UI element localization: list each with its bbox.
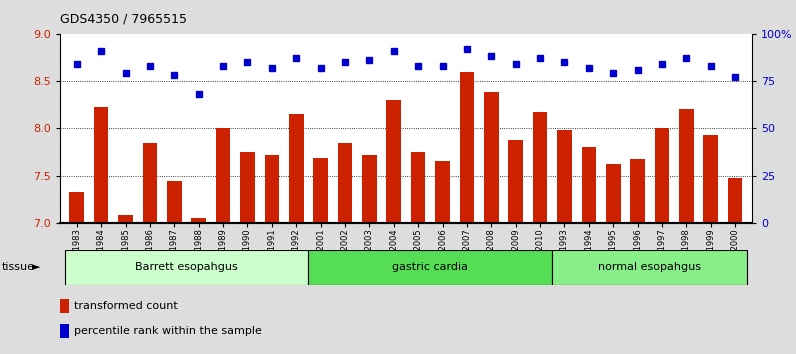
Bar (289, 114, 303, 223)
Bar (679, 109, 693, 223)
Bar (533, 112, 548, 223)
Bar (94, 108, 108, 223)
Bar (314, 158, 328, 223)
Bar (338, 143, 353, 223)
Bar (142, 143, 158, 223)
Bar (728, 178, 743, 223)
Bar (552, 250, 747, 285)
Bar (509, 140, 523, 223)
Bar (459, 72, 474, 223)
Bar (167, 181, 181, 223)
Text: gastric cardia: gastric cardia (392, 262, 468, 272)
Bar (362, 155, 377, 223)
Bar (704, 135, 718, 223)
Text: transformed count: transformed count (74, 301, 178, 311)
Text: Barrett esopahgus: Barrett esopahgus (135, 262, 238, 272)
Bar (484, 92, 498, 223)
Bar (654, 128, 669, 223)
Bar (630, 159, 645, 223)
Bar (435, 161, 450, 223)
Bar (557, 130, 572, 223)
Bar (308, 250, 552, 285)
Text: GDS4350 / 7965515: GDS4350 / 7965515 (60, 12, 187, 25)
Bar (264, 155, 279, 223)
Text: normal esopahgus: normal esopahgus (599, 262, 701, 272)
Bar (191, 218, 206, 223)
Bar (606, 164, 621, 223)
Bar (240, 152, 255, 223)
Bar (582, 147, 596, 223)
Text: percentile rank within the sample: percentile rank within the sample (74, 326, 262, 336)
Bar (119, 216, 133, 223)
Bar (411, 152, 426, 223)
Bar (64, 250, 308, 285)
Bar (386, 100, 401, 223)
Bar (69, 192, 84, 223)
Text: tissue: tissue (2, 262, 34, 272)
Bar (216, 128, 230, 223)
Text: ►: ► (32, 262, 41, 272)
